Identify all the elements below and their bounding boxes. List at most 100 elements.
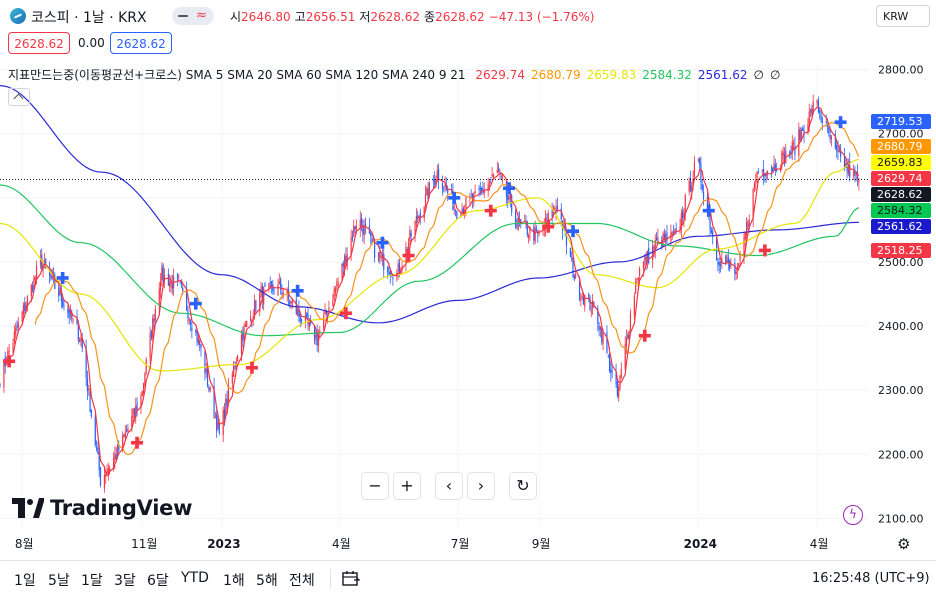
candle-body [68, 309, 70, 318]
candle-body [226, 399, 228, 405]
candle-body [507, 195, 509, 200]
range-button[interactable]: 3달 [114, 573, 136, 589]
candle-body [770, 168, 773, 170]
candle-body [45, 258, 47, 268]
candle-body [231, 373, 233, 384]
candle-body [5, 363, 8, 365]
ohlc-value: 2628.62 [370, 10, 421, 24]
candle-body [188, 318, 190, 322]
chart-mode-toggle[interactable]: ≈ [172, 7, 214, 25]
candle-body [799, 127, 801, 141]
candle-body [628, 331, 630, 339]
zoom-in-button[interactable]: + [394, 473, 420, 499]
ohlc-key: 저 [359, 10, 371, 24]
candle-body [817, 100, 819, 112]
sell-price-box[interactable]: 2628.62 [8, 32, 70, 54]
candle-body [636, 278, 638, 280]
candle-body [444, 185, 446, 187]
indicator-legend[interactable]: 지표만드는중(이동평균선+크로스) SMA 5 SMA 20 SMA 60 SM… [8, 66, 786, 83]
sma-120-line [0, 184, 859, 337]
price-tick-label: 2200.00 [878, 448, 924, 461]
range-button[interactable]: 1일 [14, 573, 36, 589]
symbol-title[interactable]: 코스피 · 1날 · KRX [31, 10, 147, 26]
range-button[interactable]: 1달 [81, 573, 103, 589]
clock-timezone[interactable]: 16:25:48 (UTC+9) [812, 571, 930, 586]
dead-cross-marker [834, 116, 847, 129]
candle-body [790, 151, 792, 153]
range-button[interactable]: 전체 [289, 573, 315, 589]
range-button[interactable]: 6달 [147, 573, 169, 589]
candle-body [240, 334, 243, 355]
candle-body [90, 409, 92, 417]
candle-body [607, 355, 609, 357]
candle-body [689, 177, 692, 191]
candle-body [21, 311, 23, 322]
candle-body [363, 225, 365, 236]
candle-body [739, 253, 741, 261]
candle-body [208, 387, 210, 390]
candle-body [115, 453, 117, 459]
candle-body [854, 169, 856, 176]
range-button[interactable]: 5날 [48, 573, 70, 589]
candle-body [315, 334, 317, 338]
candle-body [779, 168, 782, 172]
candle-body [803, 130, 805, 135]
candle-body [782, 151, 784, 156]
candle-body [298, 306, 300, 317]
candle-body [798, 129, 800, 156]
candle-body [772, 167, 774, 172]
gear-icon[interactable]: ⚙ [897, 535, 911, 553]
candle-body [260, 287, 262, 294]
candle-body [691, 185, 693, 192]
scroll-left-button[interactable]: ‹ [436, 473, 462, 499]
candle-body [289, 301, 291, 304]
candle-body [580, 298, 582, 301]
candle-body [654, 239, 656, 250]
candle-body [761, 170, 763, 172]
candle-body [109, 467, 111, 472]
reset-chart-button[interactable]: ↻ [510, 473, 536, 499]
candle-body [22, 305, 25, 315]
candle-body [501, 177, 504, 179]
zoom-out-button[interactable]: − [362, 473, 388, 499]
candle-body [602, 334, 604, 345]
candle-body [415, 216, 417, 224]
candle-body [127, 428, 129, 432]
candle-body [80, 337, 82, 341]
candle-body [328, 307, 330, 314]
candle-body [76, 316, 78, 325]
candle-body [826, 125, 829, 127]
dead-cross-marker [702, 204, 715, 217]
price-axis[interactable]: 2800.002700.002600.002500.002400.002300.… [878, 64, 924, 526]
candle-body [644, 256, 646, 260]
range-button[interactable]: 1해 [223, 573, 245, 589]
buy-price-box[interactable]: 2628.62 [110, 32, 172, 54]
candle-body [154, 308, 156, 321]
candle-body [633, 295, 635, 315]
time-axis[interactable]: 8월 11월 2023 4월 7월 9월 2024 4월 [15, 537, 829, 551]
candle-body [432, 180, 434, 182]
candle-body [534, 227, 536, 242]
candle-body [757, 172, 759, 174]
calendar-icon[interactable] [342, 570, 360, 586]
ohlc-item: 종2628.62 [424, 10, 485, 24]
range-button[interactable]: YTD [181, 570, 209, 586]
candle-body [756, 171, 758, 178]
candle-body [169, 281, 171, 288]
lightning-icon[interactable]: ϟ [843, 505, 863, 525]
collapse-chevron-icon[interactable] [8, 88, 30, 106]
candle-body [409, 230, 411, 242]
ohlc-item: 저2628.62 [359, 10, 420, 24]
candle-body [364, 224, 367, 228]
scroll-right-button[interactable]: › [468, 473, 494, 499]
dead-cross-marker [291, 284, 304, 297]
currency-selector[interactable]: KRW [876, 5, 930, 27]
candle-body [447, 188, 449, 194]
candle-body [227, 385, 230, 403]
candle-body [683, 213, 685, 220]
range-button[interactable]: 5해 [256, 573, 278, 589]
candle-body [556, 205, 558, 210]
candle-body [443, 188, 445, 190]
candle-body [635, 281, 637, 294]
